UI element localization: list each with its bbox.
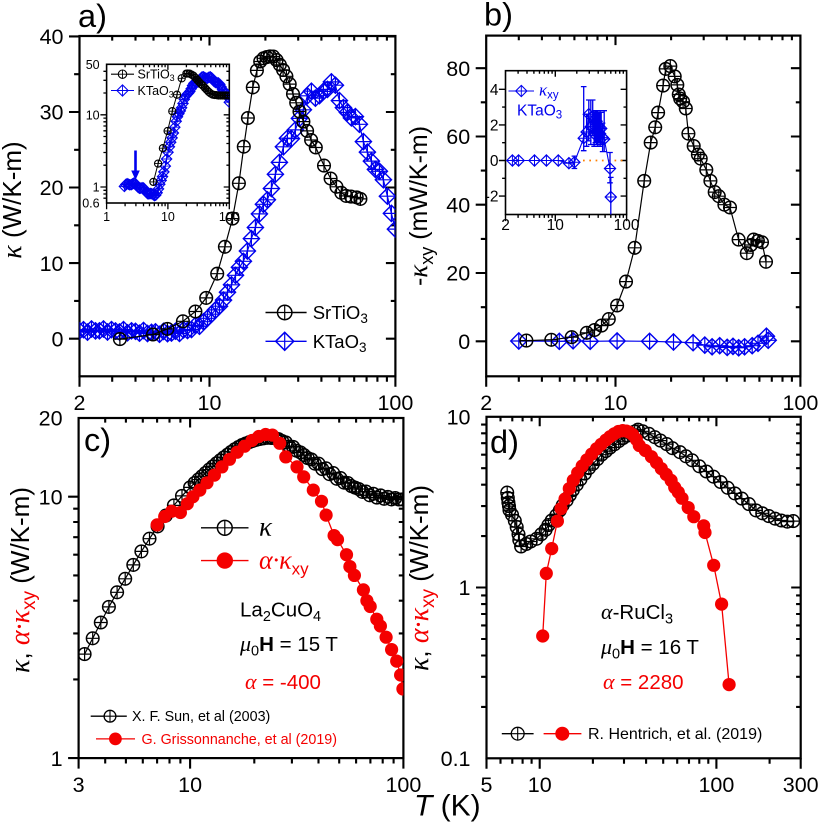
svg-text:SrTiO3: SrTiO3 [138, 68, 175, 84]
svg-text:20: 20 [40, 176, 64, 200]
svg-text:1: 1 [93, 181, 100, 195]
svg-text:R. Hentrich, et al. (2019): R. Hentrich, et al. (2019) [588, 726, 762, 743]
svg-text:c): c) [84, 422, 111, 458]
svg-text:μ0H = 15 T: μ0H = 15 T [239, 631, 338, 660]
svg-text:10: 10 [178, 773, 202, 797]
svg-text:100: 100 [377, 391, 413, 415]
svg-text:100: 100 [698, 773, 734, 797]
svg-text:50: 50 [86, 58, 100, 72]
svg-text:KTaO3: KTaO3 [138, 84, 174, 100]
svg-text:κ, α·κxy (W/K-m): κ, α·κxy (W/K-m) [5, 487, 40, 673]
svg-text:100: 100 [219, 210, 240, 224]
svg-text:2: 2 [480, 391, 492, 415]
svg-text:10: 10 [39, 485, 63, 509]
svg-text:KTaO3: KTaO3 [517, 103, 562, 122]
svg-text:20: 20 [446, 262, 470, 286]
svg-text:0: 0 [490, 153, 499, 170]
svg-text:0.1: 0.1 [441, 747, 471, 771]
svg-text:La2CuO4: La2CuO4 [240, 598, 321, 625]
svg-text:300: 300 [783, 773, 819, 797]
svg-text:10: 10 [161, 210, 175, 224]
svg-text:60: 60 [446, 125, 470, 149]
svg-text:0: 0 [458, 330, 470, 354]
svg-text:-κxy (mW/K-m): -κxy (mW/K-m) [403, 126, 437, 286]
svg-text:α = 2280: α = 2280 [603, 669, 684, 694]
svg-text:80: 80 [446, 57, 470, 81]
svg-text:a): a) [78, 0, 107, 34]
svg-text:100: 100 [614, 217, 640, 234]
svg-text:-2: -2 [485, 189, 499, 206]
svg-text:20: 20 [39, 407, 63, 431]
svg-text:κxy: κxy [539, 81, 559, 102]
svg-text:100: 100 [385, 773, 421, 797]
svg-text:3: 3 [73, 773, 85, 797]
svg-text:0: 0 [52, 327, 64, 351]
svg-text:40: 40 [446, 193, 470, 217]
svg-text:d): d) [490, 424, 519, 460]
svg-text:κ: κ [259, 512, 273, 542]
svg-text:α = -400: α = -400 [245, 669, 321, 694]
svg-text:4: 4 [490, 82, 499, 99]
svg-text:5: 5 [481, 773, 493, 797]
svg-text:2: 2 [490, 117, 499, 134]
svg-text:10: 10 [40, 252, 64, 276]
svg-text:0.6: 0.6 [82, 197, 99, 211]
svg-text:10: 10 [198, 391, 222, 415]
svg-text:1: 1 [459, 576, 471, 600]
svg-text:30: 30 [40, 101, 64, 125]
svg-text:10: 10 [528, 773, 552, 797]
svg-text:b): b) [484, 0, 513, 32]
svg-text:10: 10 [604, 391, 628, 415]
svg-text:κ (W/K-m): κ (W/K-m) [0, 141, 28, 258]
svg-text:10: 10 [86, 108, 100, 122]
svg-text:1: 1 [51, 747, 63, 771]
svg-text:μ0H = 16 T: μ0H = 16 T [600, 634, 699, 663]
svg-text:KTaO3: KTaO3 [313, 331, 367, 355]
svg-text:10: 10 [447, 406, 471, 430]
svg-text:100: 100 [782, 391, 818, 415]
svg-text:T (K): T (K) [414, 790, 481, 823]
svg-text:40: 40 [40, 25, 64, 49]
svg-text:2: 2 [501, 217, 510, 234]
svg-text:α·κxy: α·κxy [259, 545, 309, 578]
svg-text:κ, α·κxy (W/K-m): κ, α·κxy (W/K-m) [404, 485, 439, 671]
svg-text:α-RuCl3: α-RuCl3 [601, 599, 673, 628]
svg-text:G. Grissonnanche, et al (2019): G. Grissonnanche, et al (2019) [142, 732, 338, 748]
svg-text:2: 2 [74, 391, 86, 415]
svg-text:X. F. Sun, et al (2003): X. F. Sun, et al (2003) [132, 709, 270, 725]
svg-text:SrTiO3: SrTiO3 [313, 302, 368, 326]
svg-text:1: 1 [103, 210, 110, 224]
svg-text:10: 10 [547, 217, 565, 234]
